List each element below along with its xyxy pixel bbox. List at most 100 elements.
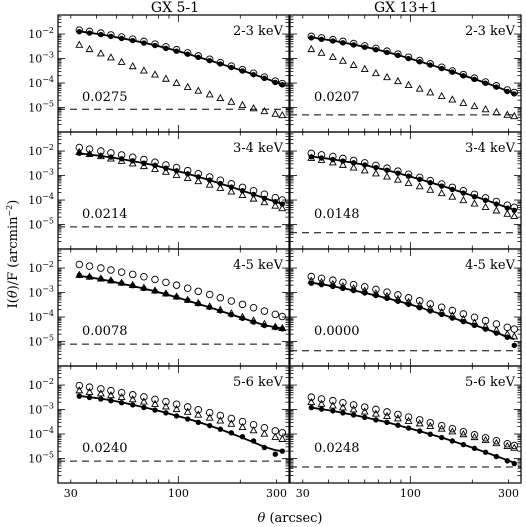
y-tick-label-exponent: −4	[42, 426, 54, 435]
y-tick-label-base: 10	[28, 379, 42, 392]
filled-circle-marker	[228, 430, 235, 436]
triangle-marker	[371, 169, 380, 177]
open-circle-marker	[349, 401, 358, 409]
triangle-marker	[151, 70, 159, 78]
triangle-marker	[470, 199, 479, 207]
panel-8: 5-6 keV 0.0248 30 100 300	[289, 365, 522, 500]
triangle-marker	[205, 413, 214, 421]
open-circle-marker	[260, 424, 269, 432]
filled-circle-marker	[449, 315, 456, 321]
filled-circle-marker	[86, 274, 93, 280]
triangle-marker	[383, 72, 391, 81]
triangle-marker	[459, 195, 468, 204]
y-tick-label-base: 10	[28, 404, 42, 417]
open-circle-marker	[183, 403, 192, 411]
triangle-marker	[448, 95, 457, 103]
triangle-marker	[128, 395, 137, 403]
triangle-marker	[481, 105, 490, 113]
filled-circle-marker	[318, 36, 325, 43]
open-circle-marker	[503, 323, 512, 332]
triangle-marker	[371, 68, 380, 77]
open-circle-marker	[437, 421, 446, 430]
triangle-marker	[437, 91, 446, 100]
triangle-marker	[216, 183, 225, 191]
filled-circle-marker	[395, 298, 401, 304]
panel-value-label: 0.0000	[314, 324, 360, 339]
triangle-marker	[510, 332, 519, 340]
triangle-marker	[459, 430, 468, 438]
triangle-marker	[338, 160, 347, 168]
open-circle-marker	[107, 386, 115, 395]
triangle-marker	[161, 167, 170, 175]
triangle-marker	[238, 422, 247, 431]
open-circle-marker	[383, 408, 391, 416]
filled-circle-marker	[438, 183, 445, 189]
open-circle-marker	[360, 403, 369, 411]
y-axis-title-sup: −2	[5, 205, 14, 217]
triangle-marker	[117, 392, 126, 401]
y-tick-label: 10−5	[28, 451, 54, 466]
filled-circle-marker	[405, 301, 412, 308]
y-tick-label: 10−2	[28, 377, 54, 392]
column-title-right: GX 13+1	[374, 0, 438, 16]
triangle-marker	[349, 163, 358, 171]
y-tick-label-exponent: −2	[42, 26, 54, 35]
y-tick-label: 10−4	[28, 309, 54, 324]
filled-circle-marker	[350, 160, 357, 166]
filled-circle-marker	[373, 164, 379, 171]
open-circle-marker	[107, 266, 115, 274]
y-axis-title-close: )	[6, 200, 21, 205]
triangle-marker	[128, 62, 137, 70]
y-tick-label-exponent: −4	[42, 75, 54, 84]
triangle-marker	[183, 407, 192, 415]
triangle-marker	[183, 82, 192, 90]
filled-circle-marker	[350, 287, 357, 294]
triangle-marker	[205, 180, 214, 188]
y-tick-label: 10−4	[28, 192, 54, 207]
band-label: 5-6 keV	[233, 375, 284, 390]
triangle-marker	[278, 434, 287, 442]
triangle-marker	[85, 44, 94, 53]
filled-circle-marker	[141, 160, 147, 166]
y-tick-label-base: 10	[28, 102, 42, 115]
y-tick-label-base: 10	[28, 311, 42, 324]
open-circle-marker	[394, 291, 402, 299]
triangle-marker	[338, 403, 347, 411]
triangle-marker	[481, 435, 490, 444]
filled-circle-marker	[482, 197, 489, 204]
open-circle-marker	[481, 434, 490, 442]
filled-circle-marker	[405, 55, 412, 62]
open-circle-marker	[128, 391, 137, 399]
y-tick-label-base: 10	[28, 53, 42, 66]
triangle-marker	[139, 397, 148, 405]
open-circle-marker	[238, 417, 247, 426]
panel-value-label: 0.0214	[82, 207, 128, 222]
filled-circle-marker	[318, 406, 325, 412]
filled-circle-marker	[460, 441, 467, 448]
y-tick-label-base: 10	[28, 262, 42, 275]
filled-circle-marker	[511, 460, 517, 467]
open-circle-marker	[85, 262, 94, 270]
filled-circle-marker	[130, 37, 136, 44]
open-circle-marker	[329, 396, 337, 405]
y-tick-label-exponent: −3	[42, 51, 54, 60]
y-tick-label: 10−3	[28, 168, 54, 183]
triangle-marker	[85, 387, 94, 395]
triangle-marker	[415, 84, 424, 92]
filled-circle-marker	[308, 404, 315, 411]
y-tick-label-exponent: −3	[42, 402, 54, 411]
y-tick-label-base: 10	[28, 287, 42, 300]
filled-circle-marker	[173, 294, 180, 300]
filled-circle-marker	[163, 45, 169, 52]
filled-circle-marker	[184, 297, 191, 304]
open-circle-marker	[317, 274, 326, 283]
filled-circle-marker	[504, 205, 511, 211]
open-circle-marker	[426, 418, 435, 427]
filled-circle-marker	[152, 42, 158, 49]
filled-circle-marker	[206, 304, 213, 310]
y-tick-label: 10−5	[28, 217, 54, 232]
filled-circle-marker	[427, 308, 433, 314]
filled-circle-marker	[460, 190, 467, 196]
filled-circle-marker	[76, 150, 83, 156]
